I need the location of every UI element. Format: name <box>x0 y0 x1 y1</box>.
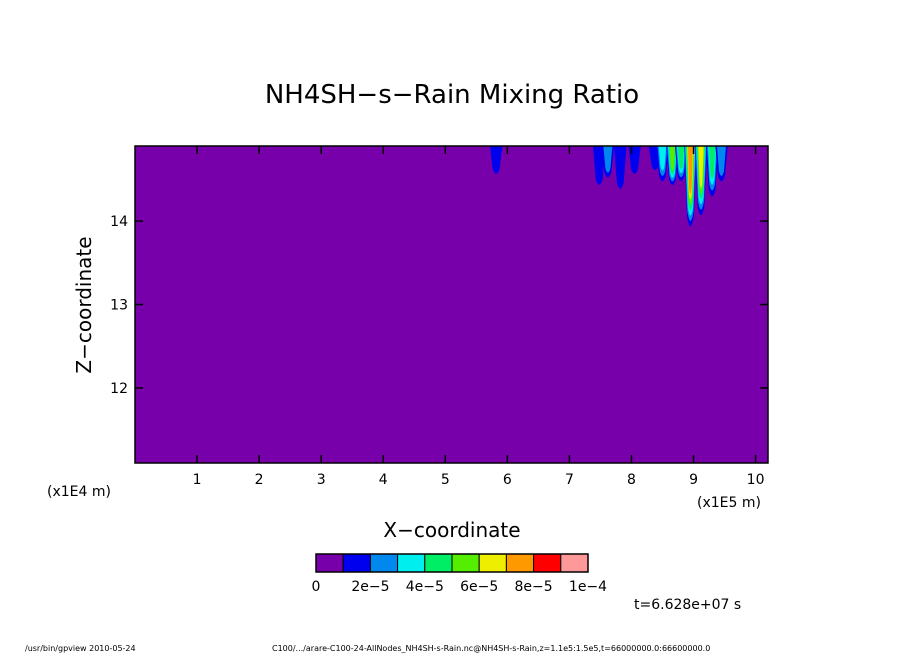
y-axis-ticks: 12 13 14 <box>110 214 768 397</box>
rain-feature-6-level-3 <box>658 146 667 171</box>
rain-feature-7-level-5 <box>669 146 676 171</box>
x-unit-label: (x1E5 m) <box>697 495 761 511</box>
plot-background <box>135 146 768 463</box>
colorbar-frame <box>315 553 589 573</box>
rain-feature-1-level-1 <box>593 146 606 186</box>
y-axis-label: Z−coordinate <box>72 236 96 373</box>
y-tick-label-2: 14 <box>110 214 128 230</box>
x-tick-label-7: 8 <box>627 472 636 488</box>
rain-feature-3-level-1 <box>614 146 627 189</box>
x-tick-label-4: 5 <box>441 472 450 488</box>
x-tick-label-5: 6 <box>503 472 512 488</box>
x-tick-label-6: 7 <box>565 472 574 488</box>
plot-area <box>134 145 769 464</box>
colorbar-label-4: 8e−5 <box>515 579 553 595</box>
rain-features <box>489 146 728 227</box>
colorbar-label-5: 1e−4 <box>569 579 607 595</box>
x-tick-label-9: 10 <box>747 472 765 488</box>
x-tick-label-3: 4 <box>379 472 388 488</box>
colorbar-label-2: 4e−5 <box>406 579 444 595</box>
colorbar-swatch-1 <box>342 553 371 573</box>
time-label: t=6.628e+07 s <box>634 597 741 613</box>
colorbar-swatch-5 <box>451 553 480 573</box>
footer-left: /usr/bin/gpview 2010-05-24 <box>25 644 136 653</box>
colorbar-swatch-0 <box>315 553 344 573</box>
colorbar-swatch-7 <box>505 553 535 573</box>
footer-right: C100/.../arare-C100-24-AllNodes_NH4SH-s-… <box>272 644 710 653</box>
colorbar-swatch-4 <box>424 553 453 573</box>
y-unit-label: (x1E4 m) <box>47 484 111 500</box>
colorbar-swatch-9 <box>560 553 589 573</box>
rain-feature-8-level-4 <box>677 146 685 170</box>
y-tick-label-0: 12 <box>110 381 128 397</box>
colorbar-label-0: 0 <box>312 579 321 595</box>
x-tick-label-0: 1 <box>193 472 202 488</box>
chart-title: NH4SH−s−Rain Mixing Ratio <box>265 80 639 110</box>
colorbar-swatch-2 <box>369 553 399 573</box>
rain-feature-11-level-4 <box>708 146 716 179</box>
rain-feature-9-level-7 <box>687 146 693 194</box>
rain-feature-10-level-6 <box>698 146 704 189</box>
x-axis-ticks: 1 2 3 4 5 6 7 8 9 10 <box>193 146 765 488</box>
x-tick-label-2: 3 <box>317 472 326 488</box>
x-tick-label-1: 2 <box>255 472 264 488</box>
colorbar-swatch-8 <box>533 553 562 573</box>
rain-feature-0-level-1 <box>489 146 503 174</box>
colorbar-swatch-6 <box>478 553 507 573</box>
x-tick-label-8: 9 <box>689 472 698 488</box>
rain-feature-12-level-2 <box>716 146 726 176</box>
y-tick-label-1: 13 <box>110 298 128 314</box>
colorbar-label-3: 6e−5 <box>460 579 498 595</box>
rain-feature-2-level-2 <box>603 146 613 173</box>
colorbar-swatch-3 <box>397 553 426 573</box>
x-axis-label: X−coordinate <box>383 518 520 542</box>
colorbar: 0 2e−5 4e−5 6e−5 8e−5 1e−4 <box>312 553 607 595</box>
colorbar-label-1: 2e−5 <box>351 579 389 595</box>
